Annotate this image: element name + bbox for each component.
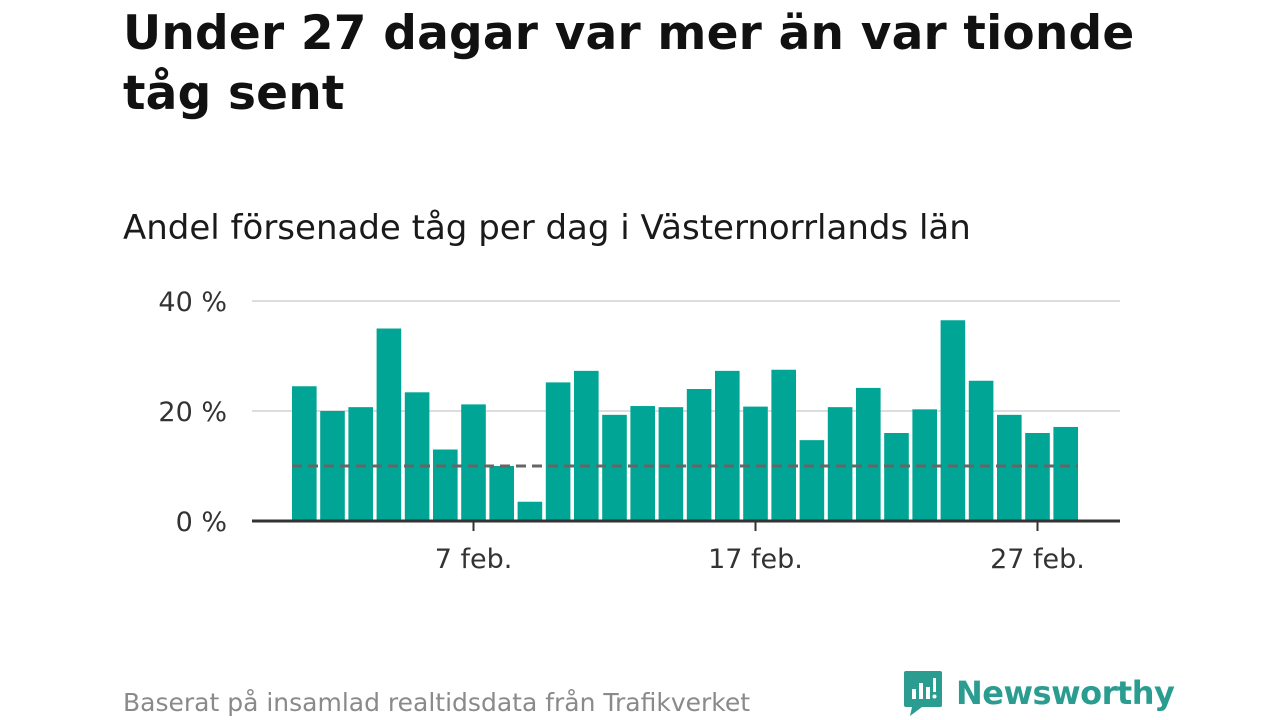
bar [376, 328, 402, 521]
bar [545, 382, 571, 521]
bar [602, 414, 627, 521]
newsworthy-logo-icon [904, 671, 942, 716]
bar [433, 449, 458, 521]
bar [517, 501, 543, 521]
bar [997, 414, 1022, 521]
bar [827, 407, 853, 521]
y-axis-ticks: 0 % 20 % 40 % [158, 287, 227, 538]
brand-logo: Newsworthy [902, 668, 1175, 718]
bar [461, 404, 486, 521]
bar [489, 466, 514, 521]
chart-title: Under 27 dagar var mer än var tionde tåg… [123, 6, 1135, 121]
bar [799, 440, 825, 521]
bar [1025, 433, 1050, 521]
x-tick-label: 7 feb. [435, 544, 513, 575]
bar [968, 380, 994, 521]
bar [884, 433, 909, 521]
bars [292, 320, 1078, 521]
bar [292, 386, 317, 521]
bar [715, 370, 740, 521]
x-axis-ticks: 7 feb. 17 feb. 27 feb. [435, 521, 1085, 575]
bar [771, 369, 796, 521]
y-tick-label: 40 % [158, 287, 227, 318]
bar [743, 406, 768, 521]
bar [404, 392, 430, 521]
source-note: Baserat på insamlad realtidsdata från Tr… [123, 688, 751, 717]
bar [940, 320, 966, 521]
bar [856, 387, 881, 521]
bar [658, 407, 684, 521]
bar [630, 406, 655, 521]
y-tick-label: 20 % [158, 397, 227, 428]
x-tick-label: 27 feb. [990, 544, 1085, 575]
y-tick-label: 0 % [176, 507, 227, 538]
bar [1053, 426, 1078, 521]
brand-name: Newsworthy [956, 674, 1175, 712]
x-tick-label: 17 feb. [708, 544, 803, 575]
bar [348, 407, 373, 521]
bar [574, 370, 599, 521]
bar [686, 389, 712, 521]
chart-subtitle: Andel försenade tåg per dag i Västernorr… [123, 208, 971, 248]
